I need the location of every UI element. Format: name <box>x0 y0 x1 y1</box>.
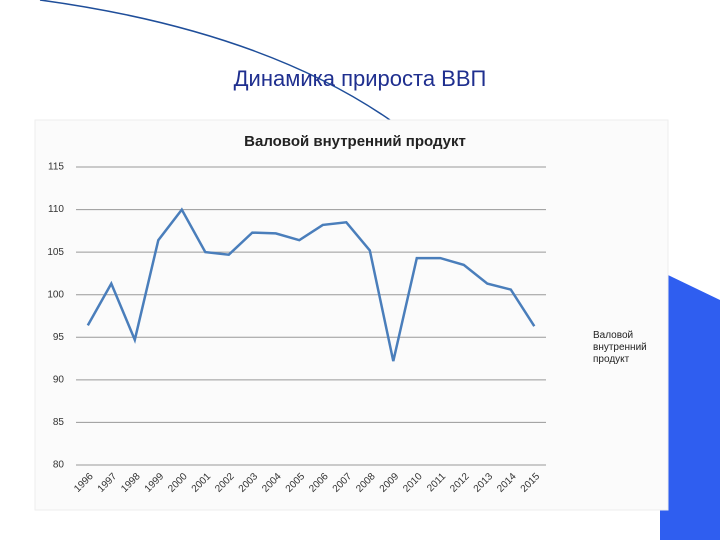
chart-area <box>34 119 669 511</box>
legend-entry: Валовой внутренний продукт <box>593 330 647 365</box>
y-tick-label: 110 <box>48 204 64 215</box>
y-tick-label: 105 <box>47 247 64 258</box>
y-tick-label: 80 <box>53 460 65 471</box>
data-line <box>86 207 536 362</box>
decor-shape <box>660 500 720 540</box>
chart-title: Валовой внутренний продукт <box>244 133 466 150</box>
y-tick-label: 90 <box>53 374 65 385</box>
decor-curve <box>39 0 391 121</box>
decor-shape <box>668 275 720 500</box>
slide-title: Динамика прироста ВВП <box>234 66 487 91</box>
y-tick-label: 115 <box>48 162 64 173</box>
y-tick-label: 100 <box>47 289 64 300</box>
y-tick-label: 85 <box>53 417 65 428</box>
y-tick-label: 95 <box>53 332 65 343</box>
